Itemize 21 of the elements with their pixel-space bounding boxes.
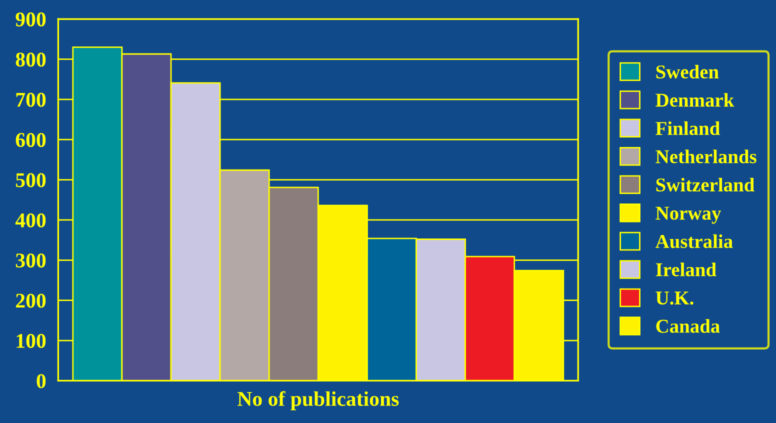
y-tick-label: 600	[16, 132, 46, 148]
y-tick-label: 300	[16, 254, 46, 268]
y-tick-label: 100	[16, 334, 46, 348]
y-tick-label: 400	[15, 213, 46, 228]
legend-label: Canada	[656, 319, 720, 333]
legend-label: Netherlands	[656, 150, 756, 164]
legend-label: Sweden	[656, 64, 719, 79]
y-tick-label: 800	[16, 52, 46, 67]
y-tick-label: 200	[16, 294, 46, 308]
y-tick-label: 700	[16, 92, 46, 107]
legend-label: Denmark	[656, 93, 734, 107]
legend-label: Switzerland	[656, 178, 754, 192]
y-tick-label: 900	[16, 12, 46, 26]
legend-label: U.K.	[656, 292, 694, 305]
x-axis-title: No of publications	[238, 391, 399, 410]
legend-label: Finland	[656, 121, 720, 136]
y-tick-label: 500	[16, 173, 46, 188]
y-tick-label: 0	[36, 374, 46, 388]
legend-label: Norway	[656, 206, 721, 224]
legend-label: Ireland	[656, 262, 716, 276]
legend-label: Australia	[655, 234, 733, 248]
